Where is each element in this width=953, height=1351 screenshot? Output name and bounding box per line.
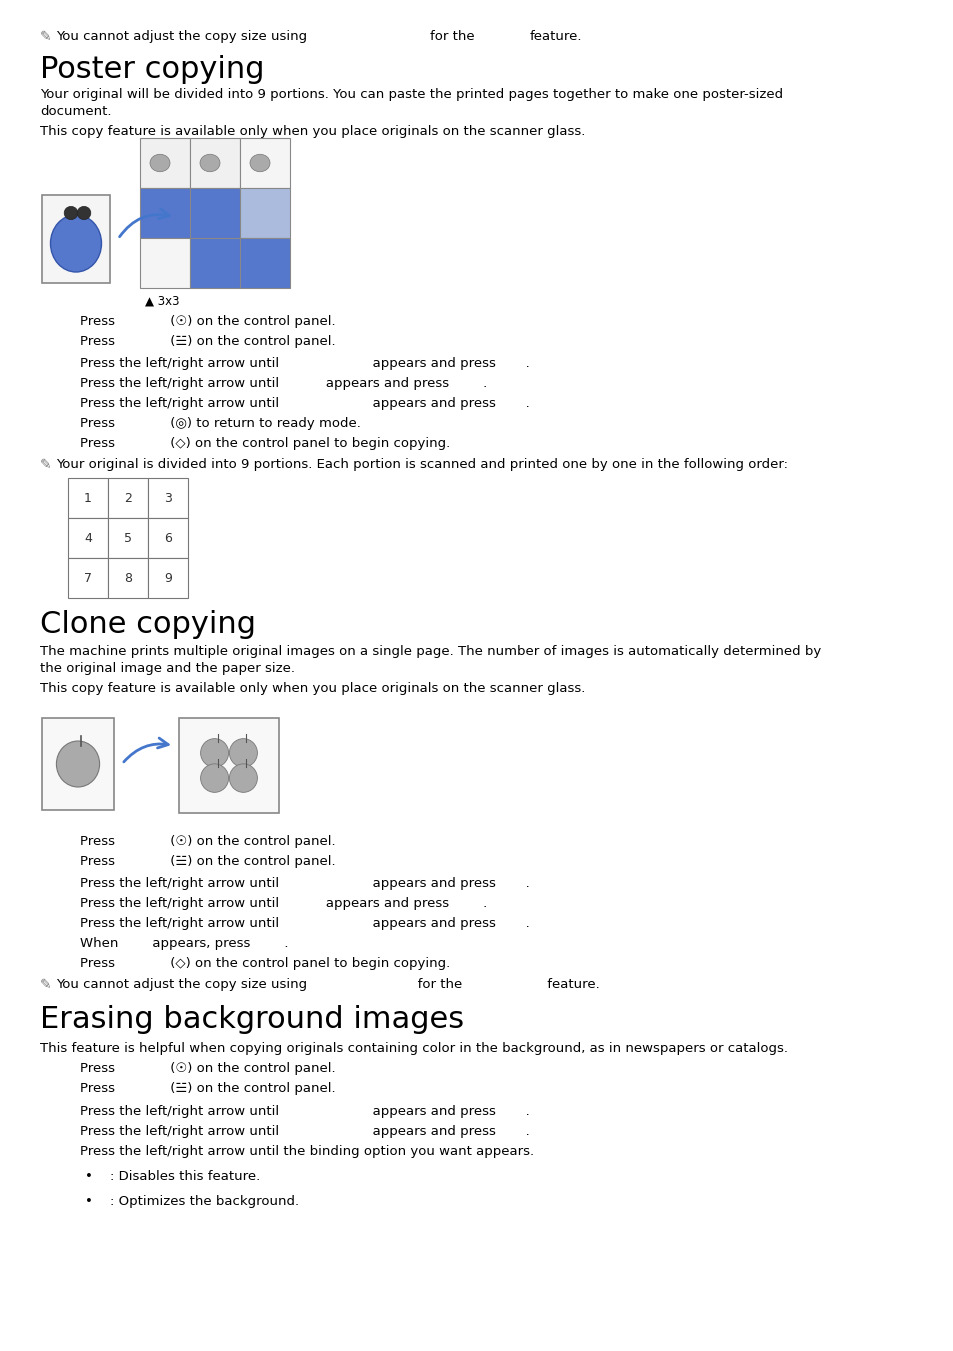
Text: Erasing background images: Erasing background images: [40, 1005, 464, 1034]
Text: When        appears, press        .: When appears, press .: [80, 938, 288, 950]
Text: 2: 2: [124, 492, 132, 504]
Bar: [179, 717, 278, 813]
Bar: [140, 238, 190, 288]
Text: Press             (◇) on the control panel to begin copying.: Press (◇) on the control panel to begin …: [80, 436, 450, 450]
Text: 3: 3: [164, 492, 172, 504]
Text: for the: for the: [430, 30, 475, 43]
Ellipse shape: [229, 739, 257, 767]
Ellipse shape: [77, 207, 91, 220]
Text: 6: 6: [164, 531, 172, 544]
Text: ▲ 3x3: ▲ 3x3: [145, 295, 179, 308]
Ellipse shape: [200, 739, 229, 767]
Text: 8: 8: [124, 571, 132, 585]
Text: Your original will be divided into 9 portions. You can paste the printed pages t: Your original will be divided into 9 por…: [40, 88, 782, 101]
Bar: [190, 188, 240, 238]
Bar: [108, 558, 148, 598]
Text: feature.: feature.: [530, 30, 582, 43]
Ellipse shape: [200, 154, 220, 172]
FancyArrowPatch shape: [119, 209, 169, 236]
Text: Press the left/right arrow until                      appears and press       .: Press the left/right arrow until appears…: [80, 1125, 529, 1138]
Text: This copy feature is available only when you place originals on the scanner glas: This copy feature is available only when…: [40, 682, 585, 694]
Text: 9: 9: [164, 571, 172, 585]
Bar: [240, 238, 290, 288]
Text: Poster copying: Poster copying: [40, 55, 264, 84]
Text: Press             (☱) on the control panel.: Press (☱) on the control panel.: [80, 855, 335, 867]
Ellipse shape: [229, 763, 257, 792]
Bar: [68, 517, 108, 558]
Text: 7: 7: [84, 571, 91, 585]
Text: You cannot adjust the copy size using: You cannot adjust the copy size using: [56, 30, 307, 43]
Text: Press the left/right arrow until                      appears and press       .: Press the left/right arrow until appears…: [80, 917, 529, 929]
FancyArrowPatch shape: [124, 738, 168, 762]
Text: Press             (☉) on the control panel.: Press (☉) on the control panel.: [80, 1062, 335, 1075]
Ellipse shape: [200, 763, 229, 792]
Ellipse shape: [150, 154, 170, 172]
Text: Press             (☱) on the control panel.: Press (☱) on the control panel.: [80, 335, 335, 349]
Text: : Optimizes the background.: : Optimizes the background.: [110, 1196, 299, 1208]
Bar: [108, 478, 148, 517]
Bar: [42, 717, 113, 811]
Text: 4: 4: [84, 531, 91, 544]
Bar: [240, 138, 290, 188]
Text: Press the left/right arrow until                      appears and press       .: Press the left/right arrow until appears…: [80, 1105, 529, 1119]
Text: This copy feature is available only when you place originals on the scanner glas: This copy feature is available only when…: [40, 126, 585, 138]
Text: Press             (☱) on the control panel.: Press (☱) on the control panel.: [80, 1082, 335, 1096]
Ellipse shape: [64, 207, 78, 220]
Text: You cannot adjust the copy size using                          for the          : You cannot adjust the copy size using fo…: [56, 978, 599, 992]
Text: ✎: ✎: [40, 458, 51, 471]
Text: Press             (◎) to return to ready mode.: Press (◎) to return to ready mode.: [80, 417, 360, 430]
Text: •: •: [85, 1196, 92, 1208]
Text: Clone copying: Clone copying: [40, 611, 255, 639]
Text: : Disables this feature.: : Disables this feature.: [110, 1170, 260, 1183]
Text: Press the left/right arrow until the binding option you want appears.: Press the left/right arrow until the bin…: [80, 1146, 534, 1158]
Bar: [68, 558, 108, 598]
Text: Press the left/right arrow until           appears and press        .: Press the left/right arrow until appears…: [80, 897, 487, 911]
Text: Press the left/right arrow until                      appears and press       .: Press the left/right arrow until appears…: [80, 397, 529, 409]
Ellipse shape: [56, 740, 99, 788]
Bar: [148, 558, 188, 598]
Text: document.: document.: [40, 105, 112, 118]
Text: Press the left/right arrow until                      appears and press       .: Press the left/right arrow until appears…: [80, 357, 529, 370]
Bar: [148, 517, 188, 558]
Text: Press the left/right arrow until           appears and press        .: Press the left/right arrow until appears…: [80, 377, 487, 390]
Ellipse shape: [51, 215, 101, 272]
Bar: [140, 138, 190, 188]
Text: ✎: ✎: [40, 30, 51, 45]
Text: ✎: ✎: [40, 978, 51, 992]
Text: •: •: [85, 1170, 92, 1183]
Bar: [140, 188, 190, 238]
Text: the original image and the paper size.: the original image and the paper size.: [40, 662, 294, 676]
Text: Your original is divided into 9 portions. Each portion is scanned and printed on: Your original is divided into 9 portions…: [56, 458, 787, 471]
Bar: [148, 478, 188, 517]
Text: 1: 1: [84, 492, 91, 504]
Ellipse shape: [250, 154, 270, 172]
Text: This feature is helpful when copying originals containing color in the backgroun: This feature is helpful when copying ori…: [40, 1042, 787, 1055]
Text: 5: 5: [124, 531, 132, 544]
Text: Press             (◇) on the control panel to begin copying.: Press (◇) on the control panel to begin …: [80, 957, 450, 970]
Bar: [108, 517, 148, 558]
Bar: [68, 478, 108, 517]
Bar: [42, 195, 110, 282]
Bar: [190, 238, 240, 288]
Bar: [240, 188, 290, 238]
Text: Press             (☉) on the control panel.: Press (☉) on the control panel.: [80, 315, 335, 328]
Bar: [190, 138, 240, 188]
Text: Press             (☉) on the control panel.: Press (☉) on the control panel.: [80, 835, 335, 848]
Text: Press the left/right arrow until                      appears and press       .: Press the left/right arrow until appears…: [80, 877, 529, 890]
Text: The machine prints multiple original images on a single page. The number of imag: The machine prints multiple original ima…: [40, 644, 821, 658]
